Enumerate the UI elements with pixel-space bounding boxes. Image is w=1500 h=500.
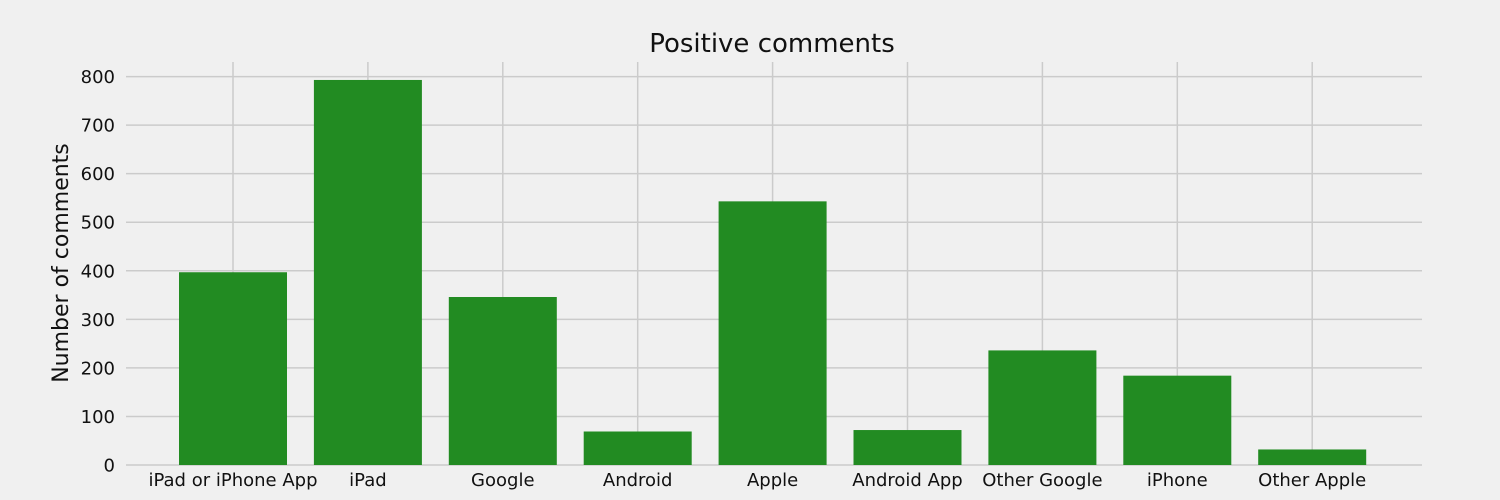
x-tick-label: Android: [603, 470, 673, 491]
x-tick-labels: iPad or iPhone App iPad Google Android Apple…: [148, 470, 1366, 491]
y-tick-labels: 0 100 200 300 400 500 600 700 800: [81, 67, 115, 476]
y-tick-label: 300: [81, 310, 115, 331]
x-tick-label: Android App: [852, 470, 962, 491]
y-tick-label: 500: [81, 213, 115, 234]
bar-other-apple: [1258, 449, 1367, 465]
x-tick-label: iPhone: [1147, 470, 1208, 491]
chart-title: Positive comments: [649, 29, 895, 59]
y-tick-label: 400: [81, 261, 115, 282]
bar-google: [448, 297, 557, 465]
x-tick-label: Other Apple: [1258, 470, 1366, 491]
bar-ipad-or-iphone-app: [179, 272, 287, 465]
bar-apple: [718, 201, 827, 466]
bar-android: [583, 431, 692, 465]
x-tick-label: Google: [471, 470, 534, 491]
y-tick-label: 600: [81, 164, 115, 185]
x-tick-label: iPad: [349, 470, 387, 491]
bar-android-app: [853, 430, 962, 465]
y-tick-label: 200: [81, 358, 115, 379]
x-tick-label: Other Google: [982, 470, 1102, 491]
y-tick-label: 800: [81, 67, 115, 88]
bars-layer: [179, 79, 1367, 466]
bar-other-google: [988, 350, 1097, 465]
y-tick-label: 0: [104, 456, 115, 477]
bar-ipad: [313, 79, 422, 465]
y-tick-label: 700: [81, 116, 115, 137]
bar-iphone: [1123, 375, 1232, 465]
y-tick-label: 100: [81, 407, 115, 428]
x-tick-label: iPad or iPhone App: [148, 470, 317, 491]
x-tick-label: Apple: [747, 470, 798, 491]
y-axis-label: Number of comments: [49, 143, 74, 383]
